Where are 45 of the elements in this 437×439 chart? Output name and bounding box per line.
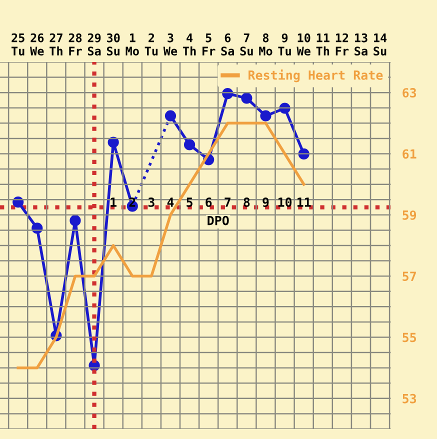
y-tick-label: 55 xyxy=(402,332,416,342)
annotation: DPO xyxy=(208,216,229,226)
y-tick-label: 53 xyxy=(402,394,416,404)
x-tick-label: 1 Mo xyxy=(126,34,139,56)
x-tick-label: 8 Mo xyxy=(259,33,272,56)
x-tick-label: 2 Tu xyxy=(144,33,158,56)
x-tick-label: 7 Su xyxy=(240,34,253,56)
y-tick-label: 57 xyxy=(402,272,416,282)
annotation: 1 xyxy=(110,198,117,207)
annotation: 10 xyxy=(278,197,292,207)
annotation: 3 xyxy=(148,197,154,207)
x-tick-label: 14 Su xyxy=(374,34,387,56)
x-tick-label: 10 We xyxy=(296,33,310,56)
x-tick-label: 3 We xyxy=(163,33,178,56)
annotation: 9 xyxy=(262,198,269,207)
annotation: 11 xyxy=(297,198,311,207)
x-tick-label: 27 Th xyxy=(50,33,62,56)
y-tick-label: 61 xyxy=(402,149,416,159)
annotation: 7 xyxy=(224,198,230,207)
point xyxy=(241,92,252,104)
x-tick-label: 13 Sa xyxy=(354,33,368,56)
annotation: 6 xyxy=(206,197,212,207)
x-tick-label: 11 Th xyxy=(316,34,330,56)
y-tick-label: 63 xyxy=(402,88,416,98)
x-tick-label: 28 Fr xyxy=(68,33,82,56)
x-tick-label: 9 Tu xyxy=(278,33,291,56)
x-tick-label: 29 Sa xyxy=(88,33,101,56)
x-tick-label: 26 We xyxy=(30,33,44,56)
point xyxy=(222,88,234,100)
x-tick-label: 4 Th xyxy=(182,34,196,56)
x-tick-label: 30 Su xyxy=(106,33,120,56)
legend-label: Resting Heart Rate xyxy=(248,69,383,82)
annotation: 5 xyxy=(186,198,192,207)
point xyxy=(260,110,272,122)
point xyxy=(70,215,81,226)
point xyxy=(184,139,196,150)
x-tick-label: 12 Fr xyxy=(336,33,349,56)
y-tick-label: 59 xyxy=(402,210,416,220)
x-tick-label: 6 Sa xyxy=(221,33,234,56)
x-tick-label: 5 Fr xyxy=(202,34,216,56)
point xyxy=(164,110,176,122)
annotation: 4 xyxy=(167,198,174,207)
annotation: 8 xyxy=(244,197,250,207)
x-tick-label: 25 Tu xyxy=(12,33,24,56)
point xyxy=(108,136,119,148)
